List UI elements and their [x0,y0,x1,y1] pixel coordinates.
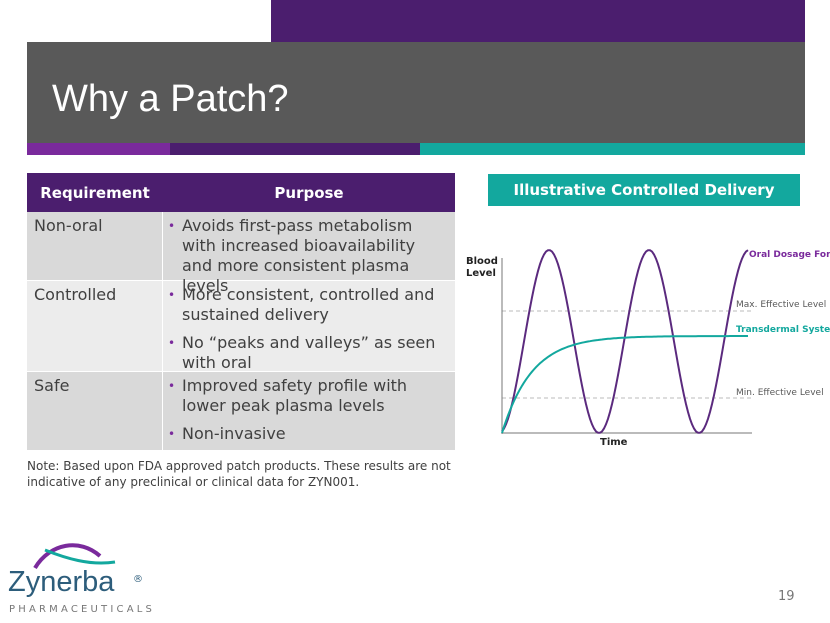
x-label: Time [600,437,628,448]
bullet-item: Non-invasive [168,424,450,444]
header-cell: Purpose [274,184,344,202]
logo-icon [33,543,116,570]
header-accent [271,0,805,45]
logo-swoosh [33,543,102,570]
header-cell: Requirement [40,184,150,202]
y-label: Blood Level [466,256,498,279]
column-divider [162,212,163,450]
oral-curve [501,249,749,434]
bullet-item: No “peaks and valleys” as seen with oral [168,333,450,373]
slide-title: Why a Patch? [52,78,289,120]
logo-name: Zynerba [8,566,115,598]
curve-label: Oral Dosage Form [749,250,830,260]
logo-subtitle: PHARMACEUTICALS [9,604,156,615]
table-header [27,173,455,212]
logo-swoosh [44,548,116,565]
stripe [170,143,420,155]
logo-mark: ® [133,574,143,585]
diagram-title: Illustrative Controlled Delivery [488,174,800,206]
requirement-cell: Controlled [34,285,117,304]
stripe [420,143,805,155]
purpose-cell: Improved safety profile with lower peak … [168,376,450,452]
purpose-cell: Avoids first-pass metabolism with increa… [168,216,450,304]
header-band [27,42,805,143]
transdermal-curve [501,335,748,434]
page-number: 19 [778,589,795,604]
level-label: Min. Effective Level [736,388,824,398]
level-label: Max. Effective Level [736,300,827,310]
bullet-item: Avoids first-pass metabolism with increa… [168,216,450,296]
requirement-cell: Non-oral [34,216,103,235]
stripe [27,143,170,155]
bullet-item: More consistent, controlled and sustaine… [168,285,450,325]
purpose-cell: More consistent, controlled and sustaine… [168,285,450,381]
curve-label: Transdermal System [736,325,830,335]
requirement-cell: Safe [34,376,70,395]
bullet-item: Improved safety profile with lower peak … [168,376,450,416]
note: Note: Based upon FDA approved patch prod… [27,459,451,489]
